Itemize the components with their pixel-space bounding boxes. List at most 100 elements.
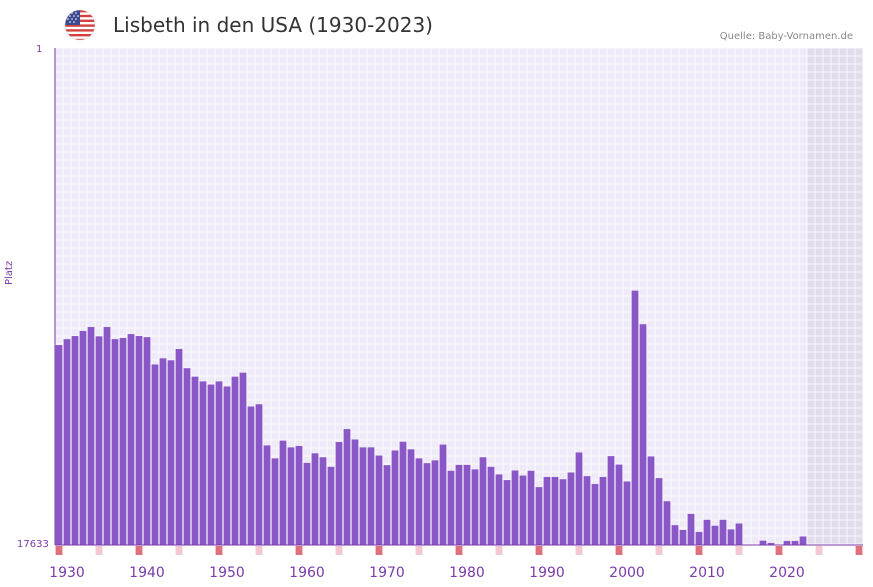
bar <box>407 449 415 545</box>
bar <box>575 452 583 545</box>
bar <box>607 456 615 545</box>
bar <box>527 470 535 545</box>
bar <box>447 470 455 545</box>
bar <box>591 484 599 545</box>
grid-lines <box>54 47 864 545</box>
bar <box>735 523 743 545</box>
bar <box>695 531 703 545</box>
half-decade-marker <box>255 546 263 555</box>
bar <box>63 339 71 545</box>
bar <box>135 336 143 545</box>
bar <box>279 440 287 545</box>
half-decade-marker <box>815 546 823 555</box>
bar <box>103 327 111 545</box>
bar <box>375 455 383 545</box>
x-tick-label: 1950 <box>209 565 245 581</box>
future-shading <box>807 48 863 545</box>
bar <box>319 457 327 545</box>
half-decade-marker <box>175 546 183 555</box>
bar <box>791 540 799 545</box>
bar <box>679 529 687 545</box>
bar <box>271 458 279 545</box>
bar <box>727 529 735 545</box>
half-decade-marker <box>655 546 663 555</box>
bar <box>223 386 231 545</box>
bar <box>631 290 639 545</box>
bar <box>583 476 591 545</box>
chart-title: Lisbeth in den USA (1930-2023) <box>113 13 433 37</box>
bar <box>463 464 471 545</box>
bar <box>247 406 255 545</box>
bar <box>415 458 423 545</box>
y-axis-label: Platz <box>4 260 15 285</box>
bar <box>567 472 575 545</box>
x-tick-label: 1930 <box>49 565 85 581</box>
x-axis-tick-labels: 1930 1940 1950 1960 1970 1980 1990 2000 2010 2020 <box>49 565 805 581</box>
bar <box>127 334 135 545</box>
bar <box>335 442 343 545</box>
bar <box>615 464 623 545</box>
bar <box>535 487 543 545</box>
y-tick-bottom: 17633 <box>17 539 49 550</box>
bar <box>471 469 479 545</box>
x-tick-label: 1970 <box>369 565 405 581</box>
bar <box>543 476 551 545</box>
bar <box>623 481 631 545</box>
source-label: Quelle: Baby-Vornamen.de <box>719 31 853 42</box>
decade-marker <box>855 546 863 555</box>
bar <box>159 358 167 545</box>
bar <box>151 364 159 545</box>
bar <box>311 453 319 545</box>
bar <box>559 479 567 545</box>
half-decade-marker <box>495 546 503 555</box>
bar <box>215 381 223 545</box>
axes <box>54 48 863 546</box>
bar <box>263 445 271 545</box>
bar <box>487 466 495 545</box>
bar <box>79 330 87 545</box>
bar <box>143 337 151 545</box>
decade-marker <box>55 546 63 555</box>
decade-marker <box>535 546 543 555</box>
bar <box>111 339 119 545</box>
bar <box>255 404 263 545</box>
bar <box>167 360 175 545</box>
bar <box>175 349 183 545</box>
half-decade-marker <box>735 546 743 555</box>
bar-series <box>55 290 807 545</box>
x-tick-label: 1960 <box>289 565 325 581</box>
bar <box>799 536 807 545</box>
half-decade-marker <box>335 546 343 555</box>
bar <box>303 462 311 545</box>
bar <box>511 470 519 545</box>
bar <box>87 327 95 545</box>
bar <box>639 324 647 545</box>
half-decade-marker <box>575 546 583 555</box>
bar <box>423 463 431 545</box>
bar <box>207 384 215 545</box>
bar <box>495 474 503 545</box>
half-decade-marker <box>415 546 423 555</box>
y-tick-top: 1 <box>36 44 43 55</box>
bar <box>711 525 719 545</box>
bar <box>71 336 79 545</box>
bar <box>399 441 407 545</box>
bar <box>455 464 463 545</box>
bar <box>359 447 367 545</box>
bar <box>343 429 351 545</box>
bar <box>503 480 511 545</box>
bar <box>287 447 295 545</box>
bar <box>647 456 655 545</box>
bar <box>431 460 439 545</box>
bar <box>663 501 671 545</box>
x-tick-label: 1940 <box>129 565 165 581</box>
bar <box>199 381 207 545</box>
decade-marker <box>375 546 383 555</box>
decade-marker <box>695 546 703 555</box>
bar <box>391 450 399 545</box>
decade-marker <box>615 546 623 555</box>
bar <box>327 466 335 545</box>
bar <box>55 345 63 545</box>
x-axis-markers <box>55 546 863 555</box>
bar <box>479 457 487 545</box>
